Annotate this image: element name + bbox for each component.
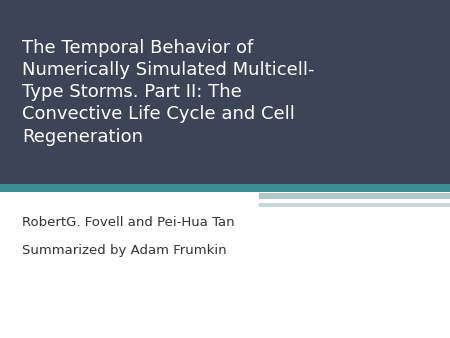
Text: Summarized by Adam Frumkin: Summarized by Adam Frumkin xyxy=(22,244,227,257)
Text: RobertG. Fovell and Pei-Hua Tan: RobertG. Fovell and Pei-Hua Tan xyxy=(22,216,235,228)
Text: The Temporal Behavior of
Numerically Simulated Multicell-
Type Storms. Part II: : The Temporal Behavior of Numerically Sim… xyxy=(22,39,315,145)
